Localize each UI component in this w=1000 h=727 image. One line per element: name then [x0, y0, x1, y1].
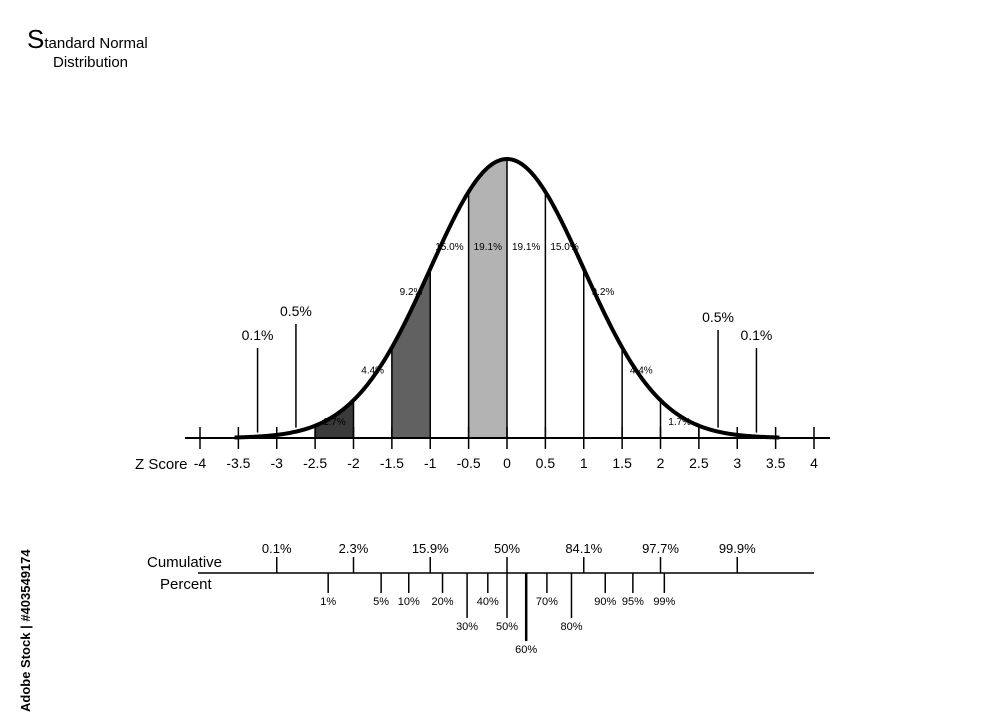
band-percent-label: 4.4%	[630, 365, 653, 376]
z-axis-ticks: -4 -3.5 -3 -2.5 -2 -1.5 -1 -0.5 0 0.5 1 1.5 2 2.5 3 3.5…	[194, 427, 818, 471]
cumulative-label-below: 20%	[432, 596, 454, 608]
band-percent-label: 9.2%	[592, 287, 615, 298]
band-percent-labels: 1.7% 4.4% 9.2% 15.0% 19.1% 19.1% 15.0% 9.2% 4.4%…	[323, 242, 691, 428]
z-tick-label: -2.5	[303, 455, 327, 471]
cumulative-label-above: 50%	[494, 541, 520, 556]
z-tick-label: 3	[733, 455, 741, 471]
cumulative-label-below: 5%	[373, 596, 389, 608]
band-percent-label: 9.2%	[400, 287, 423, 298]
chart-title-rest: tandard Normal	[44, 35, 147, 52]
cumulative-label-above: 15.9%	[412, 541, 449, 556]
cumulative-label-below: 70%	[536, 596, 558, 608]
cumulative-label-above: 84.1%	[565, 541, 602, 556]
z-tick-label: -0.5	[457, 455, 481, 471]
cumulative-percent-marks: 0.1% 2.3% 15.9% 50% 84.1% 97.7% 99.9% 1% 5% 10% 20…	[262, 541, 756, 656]
cumulative-label-below: 60%	[515, 644, 537, 656]
side-watermark-credit: Adobe Stock | #403549174	[18, 549, 33, 712]
cumulative-label-below: 99%	[653, 596, 675, 608]
tail-callout-label: 0.5%	[702, 309, 734, 325]
cumulative-label-line2: Percent	[160, 576, 213, 593]
z-tick-label: 0	[503, 455, 511, 471]
band-dividers	[237, 159, 700, 438]
cumulative-label-line1: Cumulative	[147, 554, 222, 571]
tail-callout-label: 0.1%	[242, 327, 274, 343]
cumulative-label-below: 50%	[496, 621, 518, 633]
cumulative-label-above: 99.9%	[719, 541, 756, 556]
z-tick-label: 0.5	[536, 455, 556, 471]
tail-callout-label: 0.5%	[280, 303, 312, 319]
tail-callouts: 0.1% 0.5% 0.5% 0.1%	[242, 303, 772, 433]
z-tick-label: -2	[347, 455, 360, 471]
band-area	[391, 268, 431, 438]
z-tick-label: 3.5	[766, 455, 786, 471]
chart-title-initial: S	[27, 24, 44, 54]
z-tick-label: 2	[657, 455, 665, 471]
band-percent-label: 19.1%	[474, 242, 502, 253]
cumulative-label-above: 2.3%	[339, 541, 369, 556]
z-tick-label: 2.5	[689, 455, 709, 471]
z-tick-label: 1.5	[612, 455, 632, 471]
bell-curve	[234, 156, 780, 440]
z-tick-label: -1	[424, 455, 437, 471]
band-percent-label: 1.7%	[668, 417, 691, 428]
cumulative-label-below: 95%	[622, 596, 644, 608]
probability-bands	[238, 159, 507, 438]
z-tick-label: 1	[580, 455, 588, 471]
band-percent-label: 15.0%	[435, 242, 463, 253]
band-percent-label: 4.4%	[361, 365, 384, 376]
band-percent-label: 19.1%	[512, 242, 540, 253]
cumulative-label-below: 30%	[456, 621, 478, 633]
z-tick-label: -3.5	[226, 455, 250, 471]
cumulative-label-above: 97.7%	[642, 541, 679, 556]
cumulative-label-below: 40%	[477, 596, 499, 608]
z-tick-label: -4	[194, 455, 207, 471]
band-area	[468, 159, 507, 438]
cumulative-label-below: 80%	[560, 621, 582, 633]
cumulative-label-below: 90%	[594, 596, 616, 608]
cumulative-label-above: 0.1%	[262, 541, 292, 556]
cumulative-label-below: 1%	[320, 596, 336, 608]
band-percent-label: 1.7%	[323, 417, 346, 428]
z-score-axis-label: Z Score	[135, 456, 188, 473]
z-tick-label: -3	[271, 455, 284, 471]
chart-title-line1: Standard Normal	[27, 24, 148, 54]
tail-callout-label: 0.1%	[740, 327, 772, 343]
chart-title-line2: Distribution	[53, 54, 128, 71]
band-percent-label: 15.0%	[550, 242, 578, 253]
cumulative-label-below: 10%	[398, 596, 420, 608]
z-tick-label: 4	[810, 455, 818, 471]
z-tick-label: -1.5	[380, 455, 404, 471]
